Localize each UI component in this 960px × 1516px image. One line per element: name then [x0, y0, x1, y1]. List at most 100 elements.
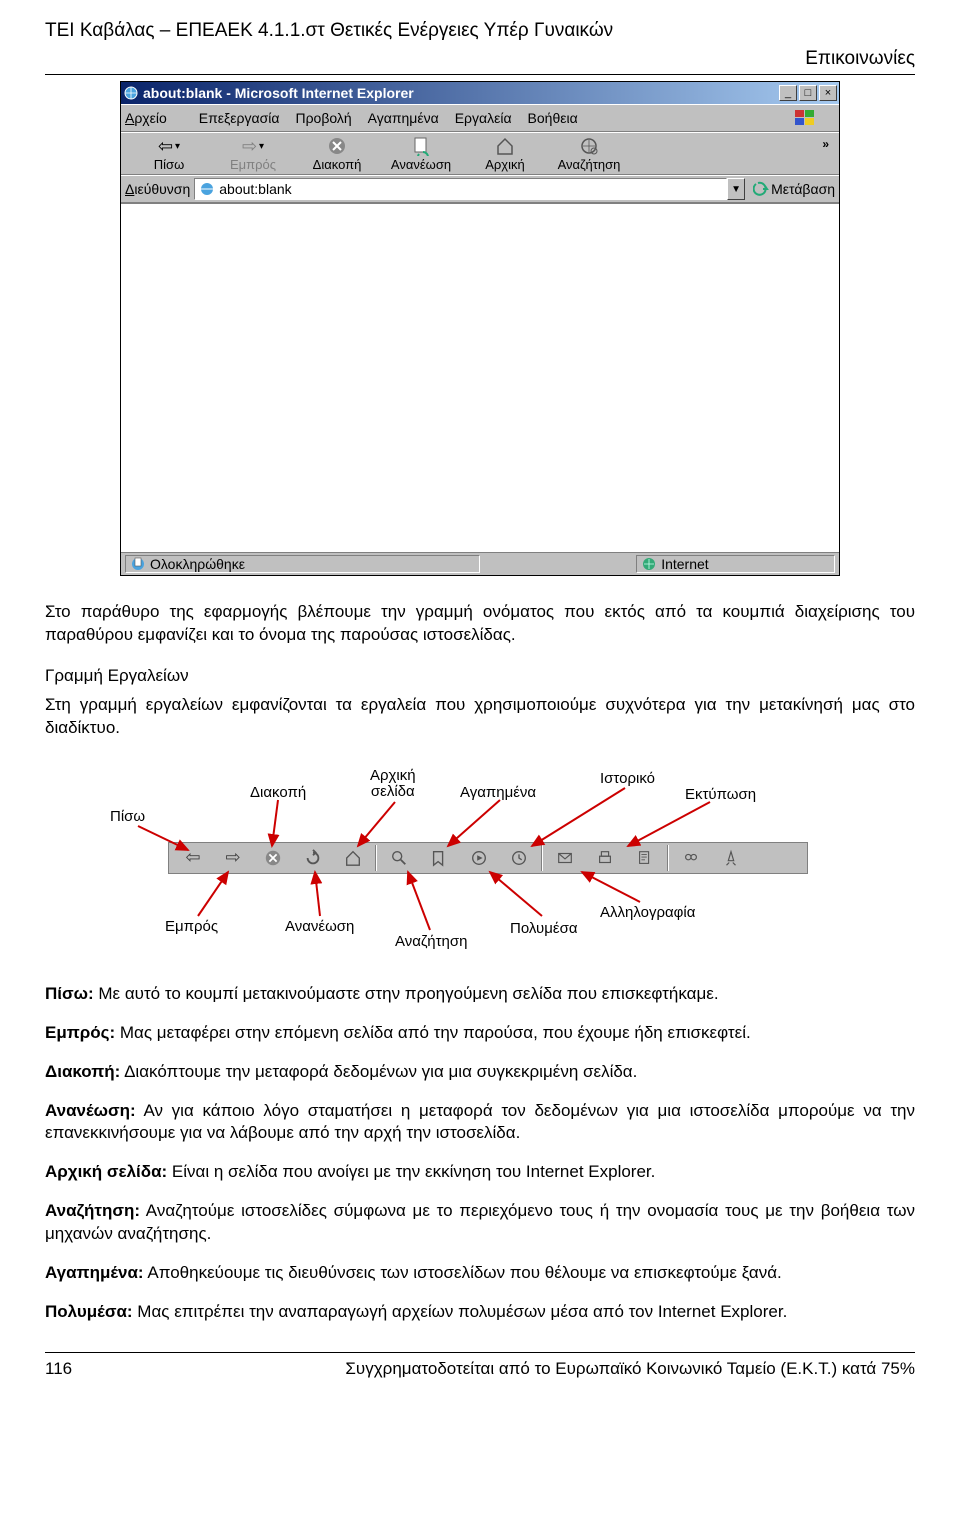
page-number: 116: [45, 1359, 72, 1379]
close-button[interactable]: ×: [819, 85, 837, 101]
lbl-media: Πολυμέσα: [510, 920, 578, 937]
strip-search-icon: [379, 844, 419, 872]
address-dropdown[interactable]: ▼: [727, 178, 745, 200]
address-field[interactable]: about:blank: [194, 178, 727, 200]
menu-help[interactable]: Βοήθεια: [528, 110, 578, 126]
doc-header-left: ΤΕΙ Καβάλας – ΕΠΕΑΕΚ 4.1.1.στ Θετικές Εν…: [45, 20, 915, 42]
menu-edit[interactable]: Επεξεργασία: [199, 110, 280, 126]
def-stop-term: Διακοπή:: [45, 1062, 120, 1081]
status-pane-done: Ολοκληρώθηκε: [125, 555, 480, 573]
browser-viewport: [121, 203, 839, 553]
strip-home-icon: [333, 844, 373, 872]
windows-flag-icon: [791, 107, 819, 129]
stop-label: Διακοπή: [313, 157, 362, 172]
heading-toolbar: Γραμμή Εργαλείων: [45, 665, 915, 688]
lbl-refresh: Ανανέωση: [285, 918, 354, 935]
def-refresh-text: Αν για κάποιο λόγο σταματήσει η μεταφορά…: [45, 1101, 915, 1143]
toolbar-strip: ⇦ ⇨: [168, 842, 808, 874]
lbl-fwd: Εμπρός: [165, 918, 218, 935]
menu-tools[interactable]: Εργαλεία: [455, 110, 512, 126]
search-button[interactable]: Αναζήτηση: [547, 135, 631, 172]
lbl-stop: Διακοπή: [250, 784, 306, 801]
refresh-button[interactable]: Ανανέωση: [379, 135, 463, 172]
home-icon: [494, 135, 516, 157]
strip-media-icon: [459, 844, 499, 872]
status-done-text: Ολοκληρώθηκε: [150, 556, 245, 572]
def-stop-text: Διακόπτουμε την μεταφορά δεδομένων για μ…: [120, 1062, 637, 1081]
strip-hist-icon: [499, 844, 539, 872]
strip-fwd-icon: ⇨: [213, 844, 253, 872]
def-fav-text: Αποθηκεύουμε τις διευθύνσεις των ιστοσελ…: [144, 1263, 782, 1282]
address-bar: Διεύθυνση about:blank ▼ Μετάβαση: [121, 175, 839, 203]
def-search-text: Αναζητούμε ιστοσελίδες σύμφωνα με το περ…: [45, 1201, 915, 1243]
def-refresh-term: Ανανέωση:: [45, 1101, 136, 1120]
minimize-button[interactable]: _: [779, 85, 797, 101]
header-rule: [45, 74, 915, 75]
paragraph-intro: Στο παράθυρο της εφαρμογής βλέπουμε την …: [45, 601, 915, 647]
menubar: Αρχείο Επεξεργασία Προβολή Αγαπημένα Εργ…: [121, 104, 839, 132]
def-search-term: Αναζήτηση:: [45, 1201, 140, 1220]
lbl-home: Αρχικήσελίδα: [370, 768, 416, 801]
lbl-search: Αναζήτηση: [395, 933, 467, 950]
refresh-icon: [410, 135, 432, 157]
forward-label: Εμπρός: [230, 157, 276, 172]
footer: 116 Συγχρηματοδοτείται από το Ευρωπαϊκό …: [45, 1352, 915, 1379]
strip-print-icon: [585, 844, 625, 872]
strip-mail-icon: [545, 844, 585, 872]
menu-view[interactable]: Προβολή: [295, 110, 351, 126]
page-icon: [199, 181, 215, 197]
menu-file[interactable]: Αρχείο: [125, 110, 183, 126]
def-media-term: Πολυμέσα:: [45, 1302, 133, 1321]
strip-discuss-icon: [671, 844, 711, 872]
lbl-back: Πίσω: [110, 808, 145, 825]
back-label: Πίσω: [154, 157, 184, 172]
search-label: Αναζήτηση: [558, 157, 621, 172]
lbl-fav: Αγαπημένα: [460, 784, 536, 801]
toolbar-overflow[interactable]: »: [818, 135, 833, 153]
go-button[interactable]: Μετάβαση: [753, 181, 835, 197]
forward-icon: ⇨▾: [242, 135, 264, 157]
strip-extra-icon: [711, 844, 751, 872]
home-label: Αρχική: [485, 157, 525, 172]
def-back-term: Πίσω:: [45, 984, 94, 1003]
lbl-print: Εκτύπωση: [685, 786, 756, 803]
lbl-mail: Αλληλογραφία: [600, 904, 695, 921]
menu-favorites[interactable]: Αγαπημένα: [368, 110, 439, 126]
go-icon: [753, 181, 769, 197]
strip-fav-icon: [419, 844, 459, 872]
status-zone-text: Internet: [661, 556, 708, 572]
home-button[interactable]: Αρχική: [463, 135, 547, 172]
status-pane-zone: Internet: [636, 555, 835, 573]
doc-header-right: Επικοινωνίες: [45, 48, 915, 70]
def-back-text: Με αυτό το κουμπί μετακινούμαστε στην πρ…: [94, 984, 719, 1003]
back-button[interactable]: ⇦▾ Πίσω: [127, 135, 211, 172]
go-label: Μετάβαση: [771, 181, 835, 197]
done-icon: [130, 556, 146, 572]
strip-refresh-icon: [293, 844, 333, 872]
maximize-button[interactable]: □: [799, 85, 817, 101]
stop-button[interactable]: Διακοπή: [295, 135, 379, 172]
footer-text: Συγχρηματοδοτείται από το Ευρωπαϊκό Κοιν…: [345, 1359, 915, 1379]
def-home-term: Αρχική σελίδα:: [45, 1162, 167, 1181]
refresh-label: Ανανέωση: [391, 157, 451, 172]
toolbar-diagram: Πίσω Διακοπή Αρχικήσελίδα Αγαπημένα Ιστο…: [110, 758, 850, 953]
titlebar: about:blank - Microsoft Internet Explore…: [121, 82, 839, 104]
window-title: about:blank - Microsoft Internet Explore…: [143, 85, 777, 101]
def-home-text: Είναι η σελίδα που ανοίγει με την εκκίνη…: [167, 1162, 655, 1181]
definitions: Πίσω: Με αυτό το κουμπί μετακινούμαστε σ…: [45, 983, 915, 1324]
ie-icon: [123, 85, 139, 101]
forward-button[interactable]: ⇨▾ Εμπρός: [211, 135, 295, 172]
strip-edit-icon: [625, 844, 665, 872]
def-fwd-text: Μας μεταφέρει στην επόμενη σελίδα από τη…: [115, 1023, 751, 1042]
zone-icon: [641, 556, 657, 572]
address-label: Διεύθυνση: [125, 181, 190, 197]
ie-window: about:blank - Microsoft Internet Explore…: [120, 81, 840, 576]
paragraph-toolbar-desc: Στη γραμμή εργαλείων εμφανίζονται τα εργ…: [45, 694, 915, 740]
back-icon: ⇦▾: [158, 135, 180, 157]
address-value: about:blank: [219, 181, 291, 197]
strip-stop-icon: [253, 844, 293, 872]
lbl-hist: Ιστορικό: [600, 770, 655, 787]
def-fwd-term: Εμπρός:: [45, 1023, 115, 1042]
stop-icon: [326, 135, 348, 157]
main-toolbar: ⇦▾ Πίσω ⇨▾ Εμπρός Διακοπή Ανανέωση Αρχικ…: [121, 132, 839, 175]
